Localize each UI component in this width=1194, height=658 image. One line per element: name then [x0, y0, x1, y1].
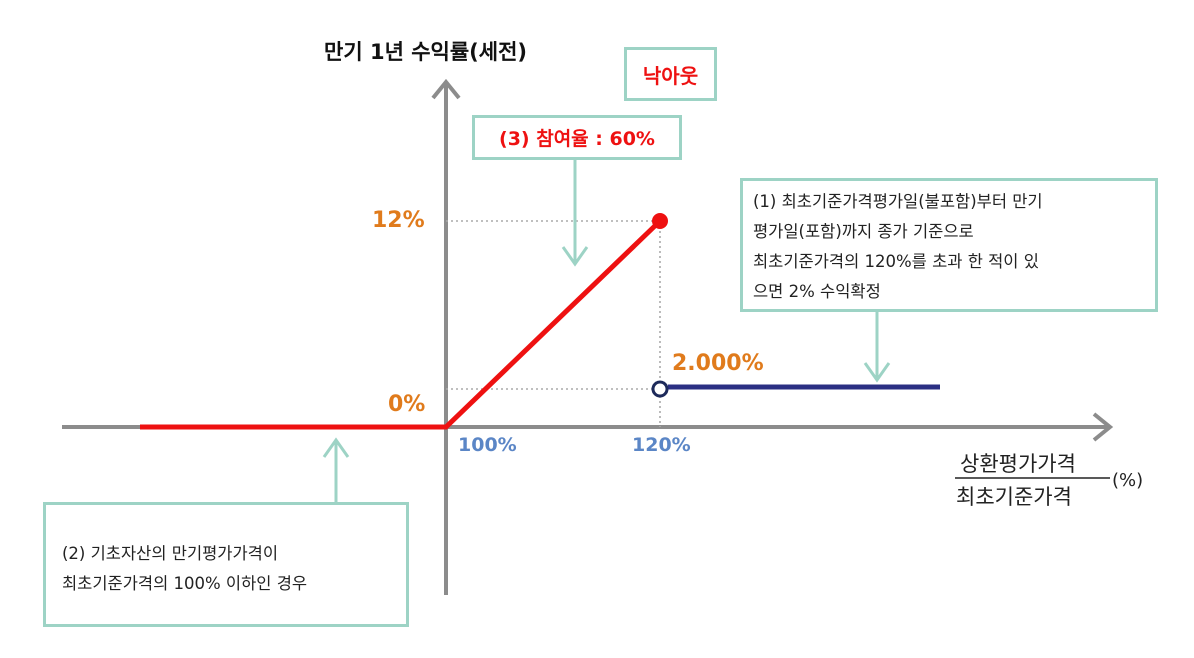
note1-arrow	[863, 312, 891, 383]
x-tick-120: 120%	[632, 434, 691, 456]
note1-line: 평가일(포함)까지 종가 기준으로	[753, 222, 974, 241]
note1-line: 으면 2% 수익확정	[753, 282, 881, 301]
knockout-label: 낙아웃	[642, 63, 699, 88]
x-axis-unit: (%)	[1112, 470, 1144, 491]
fixed-return-open-point	[651, 380, 669, 398]
note2-box: (2) 기초자산의 만기평가가격이 최초기준가격의 100% 이하인 경우	[43, 502, 409, 627]
knockout-point	[652, 213, 668, 229]
y-tick-12: 12%	[372, 208, 425, 233]
y-tick-0: 0%	[388, 392, 426, 417]
note2-line: 최초기준가격의 100% 이하인 경우	[62, 574, 308, 593]
x-axis-arrowhead	[1092, 412, 1114, 442]
note1-line: (1) 최초기준가격평가일(불포함)부터 만기	[753, 192, 1043, 211]
y-axis-title: 만기 1년 수익률(세전)	[324, 40, 527, 64]
participation-box: (3) 참여율 : 60%	[472, 115, 682, 160]
y-axis-arrowhead	[431, 78, 461, 100]
note1-box: (1) 최초기준가격평가일(불포함)부터 만기 평가일(포함)까지 종가 기준으…	[740, 178, 1158, 312]
note1-line: 최초기준가격의 120%를 초과 한 적이 있	[753, 252, 1039, 271]
payoff-line	[140, 219, 662, 430]
note2-arrow	[322, 437, 350, 502]
participation-label: (3) 참여율 : 60%	[499, 128, 655, 150]
x-axis-denominator: 최초기준가격	[956, 485, 1072, 509]
note2-line: (2) 기초자산의 만기평가가격이	[62, 544, 279, 563]
participation-arrow	[561, 160, 589, 267]
knockout-label-box: 낙아웃	[624, 47, 717, 101]
x-axis-numerator: 상환평가가격	[960, 452, 1076, 476]
fixed-return-label: 2.000%	[672, 351, 764, 376]
x-tick-100: 100%	[458, 434, 517, 456]
